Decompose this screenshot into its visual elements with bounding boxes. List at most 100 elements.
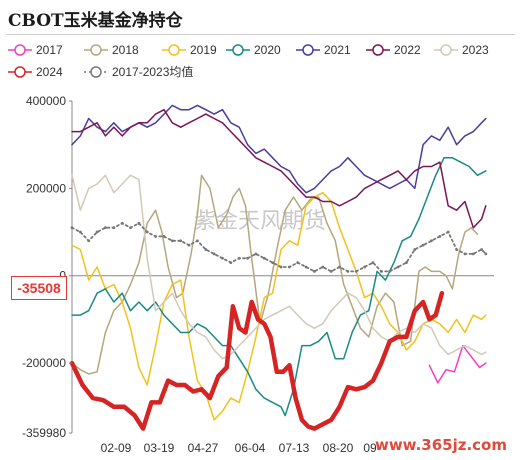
watermark-url: www.365jz.com [374,436,507,454]
legend-label: 2017 [36,43,63,57]
series-line [69,290,445,431]
y-tick-label: -200000 [22,356,66,370]
legend-marker [302,44,314,56]
y-tick-label: -359980 [22,426,66,440]
legend-marker [232,44,244,56]
legend-label: 2020 [254,43,281,57]
x-tick-label: 08-20 [323,441,354,455]
legend-marker [90,66,102,78]
y-tick-label: 200000 [26,181,66,195]
data-point [313,269,316,273]
data-point [212,252,216,256]
data-point [421,243,425,247]
x-tick-label: 04-27 [188,441,219,455]
x-tick-label: 06-04 [235,441,266,455]
data-point [405,261,408,265]
series-2022 [71,108,487,229]
legend-item-2020[interactable]: 2020 [226,43,281,57]
legend-marker [440,44,452,56]
series-layer [69,104,488,431]
data-point [112,226,116,230]
series-line [71,157,487,417]
series-line [71,108,487,229]
series-2018 [71,174,479,375]
series-2024 [69,290,445,431]
legend-marker [14,66,26,78]
data-point [304,265,308,269]
current-value-badge: -35508 [11,276,67,300]
legend-item-2019[interactable]: 2019 [162,43,217,57]
data-point [371,261,375,265]
data-point [95,230,99,234]
data-point [287,265,291,269]
series-line [71,174,479,375]
series-2017 [428,344,487,384]
legend-item-2021[interactable]: 2021 [296,43,351,57]
watermark-text: 紫金天风期货 [194,209,326,234]
y-tick-label: 0 [59,269,66,283]
data-point [446,230,450,234]
data-point [354,269,358,273]
data-point [484,252,488,256]
chart-title: CBOT玉米基金净持仓 [8,11,183,31]
data-point [254,252,258,256]
legend-label: 2021 [324,43,351,57]
legend-item-2017[interactable]: 2017 [8,43,63,57]
axes [71,101,494,433]
data-point [296,261,300,265]
x-tick-label: 03-19 [144,441,175,455]
data-point [87,239,91,243]
data-point [145,230,149,234]
legend-marker [90,44,102,56]
data-point [179,239,183,243]
data-point [279,265,283,269]
data-point [237,256,241,260]
series-2021 [71,104,487,194]
legend: 2017 2018 2019 2020 2021 2022 2023 2024 2017-202… [8,43,489,79]
data-point [438,235,442,238]
data-point [321,265,325,269]
legend-item-2024[interactable]: 2024 [8,65,63,79]
tick-labels: 400000 200000 0 -200000 -359980 02-09 03-19 04-… [22,94,381,455]
data-point [170,239,174,243]
series-line [71,174,487,360]
x-tick-label: 07-13 [279,441,310,455]
series-2020 [71,157,487,417]
data-point [187,243,191,247]
x-tick-label: 09- [363,441,380,455]
data-point [329,269,333,273]
series-line [71,104,487,194]
series-2017-2023 [70,221,488,273]
x-tick-label: 02-09 [101,441,132,455]
data-point [430,239,433,243]
data-point [396,265,400,269]
data-point [129,226,132,230]
data-point [346,269,350,273]
legend-label: 2022 [394,43,421,57]
data-point [104,226,107,230]
legend-item-2023[interactable]: 2023 [434,43,489,57]
data-point [463,252,467,256]
legend-marker [372,44,384,56]
legend-label: 2024 [36,65,63,79]
legend-label: 2018 [112,43,139,57]
data-point [154,235,158,238]
legend-label: 2019 [190,43,217,57]
legend-item-2022[interactable]: 2022 [366,43,421,57]
data-point [70,226,74,230]
data-point [162,235,166,238]
legend-item-2017-2023[interactable]: 2017-2023均值 [84,64,193,79]
series-line [428,344,487,384]
data-point [246,256,249,260]
data-point [471,252,475,256]
data-point [78,230,82,234]
data-point [480,248,484,251]
data-point [120,221,124,225]
legend-marker [14,44,26,56]
data-point [338,265,341,269]
legend-marker [168,44,180,56]
data-point [363,265,366,269]
legend-item-2018[interactable]: 2018 [84,43,139,57]
data-point [262,256,266,260]
